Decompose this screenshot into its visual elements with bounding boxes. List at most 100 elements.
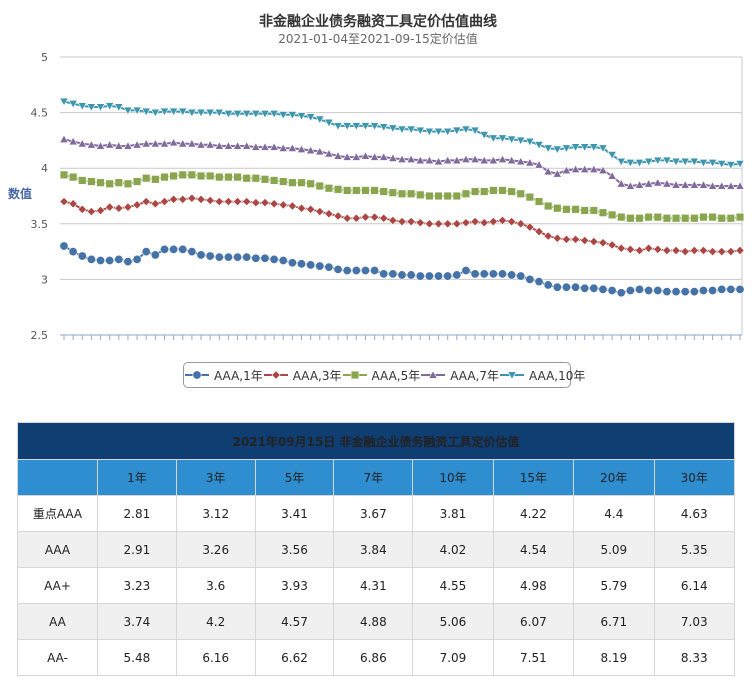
data-point [187,138,197,148]
data-point [406,270,416,280]
data-point [580,235,590,246]
data-point [698,245,709,256]
data-point [104,140,115,149]
data-point [241,141,252,150]
data-point [287,111,298,120]
data-point [96,178,105,187]
data-point [141,138,151,148]
data-point [516,156,526,166]
data-point [616,157,626,167]
data-point [662,245,672,256]
data-point [489,186,498,195]
data-point [132,177,142,186]
data-point [598,284,608,294]
data-point [260,110,270,119]
data-point [625,286,635,296]
data-point [662,156,672,166]
data-point [397,154,407,163]
legend-symbol [185,370,209,380]
data-point [406,216,416,227]
data-point [717,160,727,169]
data-point [352,186,361,195]
data-point [525,157,535,167]
data-point [680,180,690,189]
data-point [708,212,717,222]
legend-item[interactable]: AAA,5年 [342,367,420,384]
table-row: AA+ 3.23 3.6 3.93 4.31 4.55 4.98 5.79 6.14 [17,567,736,604]
table-cell: 4.57 [254,603,335,640]
data-point [251,253,261,263]
data-point [525,137,535,147]
data-point [570,234,581,244]
data-point [205,195,215,206]
data-point [707,246,718,257]
data-point [607,210,617,220]
legend-item[interactable]: AAA,10年 [499,367,585,384]
data-point [543,144,553,154]
data-point [278,111,288,120]
legend-item[interactable]: AAA,1年 [184,367,263,384]
data-point [543,280,553,290]
data-point [150,250,160,260]
row-label: 重点AAA [17,495,98,532]
data-point [86,254,96,264]
data-point [132,200,142,210]
data-point [415,218,425,228]
data-point [543,166,553,176]
data-point [169,171,178,181]
data-point [132,140,142,149]
data-point [424,155,435,165]
data-point [196,194,206,204]
data-point [424,271,434,281]
data-point [315,261,325,271]
data-point [351,266,361,276]
chart-legend: AAA,1年 AAA,3年 AAA,5年 AAA,7年 AAA,10年 [183,362,585,388]
data-point [443,271,453,281]
data-point [635,214,644,223]
data-point [324,209,334,219]
data-point [77,102,87,111]
chart-title: 非金融企业债务融资工具定价估值曲线 [259,13,497,30]
data-point [388,124,398,133]
data-point [159,196,170,207]
data-point [205,251,215,261]
data-point [406,125,416,135]
data-point [689,157,700,167]
data-point [96,255,106,265]
data-point [379,187,388,196]
data-point [105,255,115,265]
data-point [497,134,508,143]
data-point [607,286,617,296]
data-point [150,199,160,209]
table-cell: 3.23 [97,567,177,604]
table-cell: 3.74 [97,603,177,640]
y-tick-label: 2.5 [31,329,49,342]
data-point [397,216,407,227]
data-point [242,196,252,207]
data-point [77,204,87,214]
table-cell: 3.93 [254,567,335,604]
table-cell: 3.67 [333,495,414,532]
data-point [726,181,736,190]
data-point [735,212,745,222]
data-point [297,259,307,269]
data-point [424,127,435,137]
data-point [607,240,617,250]
x-axis [60,57,743,340]
data-point [59,170,69,180]
legend-item[interactable]: AAA,7年 [420,367,499,384]
table-cell: 6.16 [175,639,256,676]
data-point [579,164,590,173]
data-point [415,155,425,165]
table-row: AAA 2.91 3.26 3.56 3.84 4.02 4.54 5.09 5.35 [17,531,736,568]
data-point [388,215,398,226]
data-point [342,186,352,195]
data-point [653,286,663,296]
data-point [506,216,517,227]
data-point [561,234,572,244]
data-point [351,152,362,161]
data-point [643,178,654,188]
data-point [698,158,709,168]
data-point [415,126,425,136]
legend-item[interactable]: AAA,3年 [263,367,342,384]
